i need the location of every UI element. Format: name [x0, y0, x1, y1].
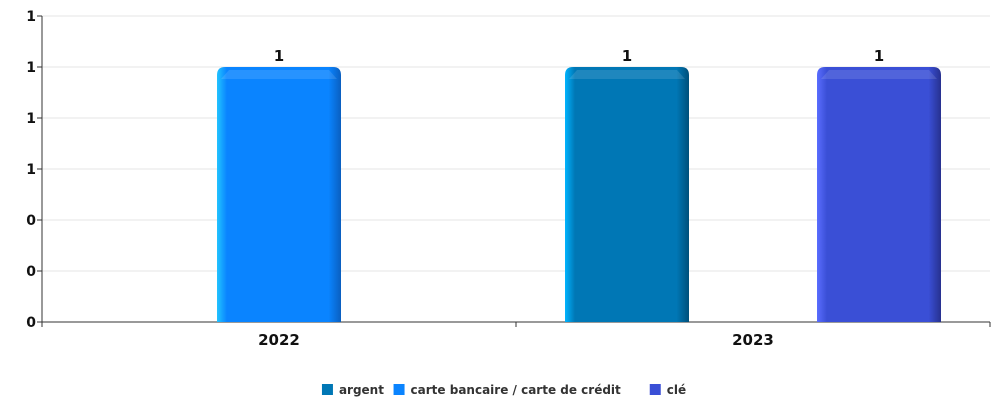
y-tick-label: 0: [26, 213, 36, 229]
bar-carte-bancaire-carte-de-cr-dit-2022[interactable]: [217, 67, 341, 322]
bar-cap-highlight: [569, 70, 685, 79]
x-category-label: 2022: [258, 331, 300, 349]
data-label: 1: [622, 47, 632, 65]
bar-cl--2023[interactable]: [817, 67, 941, 322]
legend-swatch[interactable]: [649, 384, 661, 395]
legend-label[interactable]: argent: [339, 383, 384, 397]
data-label: 1: [874, 47, 884, 65]
legend-swatch[interactable]: [393, 384, 405, 395]
y-tick-label: 0: [26, 315, 36, 331]
bar-cap-highlight: [821, 70, 937, 79]
y-tick-label: 1: [26, 9, 36, 25]
y-tick-label: 1: [26, 111, 36, 127]
legend-label[interactable]: clé: [667, 383, 686, 397]
y-tick-label: 1: [26, 60, 36, 76]
bar-cap-highlight: [221, 70, 337, 79]
legend-label[interactable]: carte bancaire / carte de crédit: [411, 383, 621, 397]
x-category-label: 2023: [732, 331, 774, 349]
legend-swatch[interactable]: [321, 384, 333, 395]
y-tick-label: 1: [26, 162, 36, 178]
bar-argent-2023[interactable]: [565, 67, 689, 322]
data-label: 1: [274, 47, 284, 65]
y-tick-label: 0: [26, 264, 36, 280]
